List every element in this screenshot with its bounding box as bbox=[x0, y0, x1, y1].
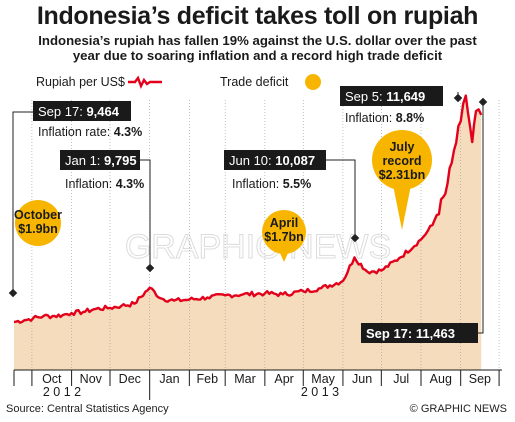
x-tick-label-jul: Jul bbox=[393, 372, 409, 386]
x-tick-label-mar: Mar bbox=[234, 372, 256, 386]
marker-jan1 bbox=[145, 263, 155, 273]
annotation-date: Sep 17: 11,463 bbox=[366, 326, 455, 341]
bubble-month: July bbox=[389, 140, 414, 154]
subtitle-line-1: Indonesia’s rupiah has fallen 19% agains… bbox=[38, 33, 477, 48]
bubble-pointer bbox=[392, 180, 412, 230]
bubble-month: April bbox=[270, 216, 298, 230]
connector-jun10 bbox=[326, 159, 356, 238]
bubble-april: April $1.7bn bbox=[262, 210, 306, 262]
annotation-sep5: Sep 5: 11,649 Inflation: 8.8% bbox=[340, 86, 443, 125]
x-tick-label-nov: Nov bbox=[80, 372, 103, 386]
x-tick-label-aug: Aug bbox=[430, 372, 452, 386]
annotation-jun10: Jun 10: 10,087 Inflation: 5.5% bbox=[224, 150, 326, 191]
bubble-october: October $1.9bn bbox=[14, 200, 62, 246]
bubble-value: $1.7bn bbox=[264, 230, 304, 244]
credit-note: © GRAPHIC NEWS bbox=[409, 403, 507, 415]
x-tick-label-feb: Feb bbox=[197, 372, 219, 386]
marker-sep17-2013 bbox=[478, 97, 488, 107]
x-tick-label-jan: Jan bbox=[159, 372, 179, 386]
year-label-2013: 2 0 1 3 bbox=[301, 385, 339, 399]
bubble-month: October bbox=[14, 208, 62, 222]
bubble-circle bbox=[372, 130, 432, 190]
marker-jun10 bbox=[350, 233, 360, 243]
legend-rupiah-swatch bbox=[128, 75, 162, 89]
bubble-value: $1.9bn bbox=[18, 222, 58, 236]
annotation-date: Sep 5: 11,649 bbox=[345, 89, 425, 104]
marker-sep5 bbox=[453, 93, 463, 103]
rupiah-line bbox=[13, 94, 483, 324]
annotation-inflation: Inflation: 8.8% bbox=[345, 111, 424, 125]
x-tick-label-sep: Sep bbox=[469, 372, 491, 386]
connector-jan1 bbox=[140, 159, 151, 268]
marker-sep17-2012 bbox=[8, 288, 18, 298]
callout-connectors bbox=[12, 92, 484, 334]
chart-subtitle: Indonesia’s rupiah has fallen 19% agains… bbox=[0, 33, 515, 63]
watermark: GRAPHIC NEWS bbox=[125, 228, 391, 266]
annotation-date: Sep 17: 9,464 bbox=[38, 104, 120, 119]
label-box bbox=[60, 150, 140, 170]
legend-deficit-label: Trade deficit bbox=[220, 75, 289, 89]
annotation-inflation: Inflation: 5.5% bbox=[232, 177, 311, 191]
annotation-sep17-2013: Sep 17: 11,463 bbox=[361, 323, 478, 343]
annotation-jan1: Jan 1: 9,795 Inflation: 4.3% bbox=[60, 150, 144, 191]
label-box bbox=[340, 86, 443, 106]
bubble-july: July record $2.31bn bbox=[372, 130, 432, 230]
x-axis-ticks: Oct Nov Dec Jan Feb Mar Apr May Jun Jul Aug Sep bbox=[13, 370, 500, 400]
x-tick-label-may: May bbox=[311, 372, 335, 386]
point-markers bbox=[8, 93, 488, 298]
connector-sep17-2013 bbox=[478, 102, 484, 334]
x-tick-label-dec: Dec bbox=[119, 372, 141, 386]
annotation-date: Jun 10: 10,087 bbox=[229, 153, 315, 168]
year-label-2012: 2 0 1 2 bbox=[43, 385, 81, 399]
legend: Rupiah per US$ Trade deficit bbox=[36, 74, 321, 90]
annotation-sep17-2012: Sep 17: 9,464 Inflation rate: 4.3% bbox=[33, 101, 142, 139]
x-tick-label-jun: Jun bbox=[352, 372, 372, 386]
label-box bbox=[224, 150, 326, 170]
legend-rupiah-label: Rupiah per US$ bbox=[36, 75, 125, 89]
bubble-month-2: record bbox=[383, 154, 422, 168]
annotation-date: Jan 1: 9,795 bbox=[65, 153, 137, 168]
x-tick-label-apr: Apr bbox=[274, 372, 293, 386]
bubble-value: $2.31bn bbox=[379, 168, 426, 182]
connector-sep17-2012 bbox=[12, 111, 33, 293]
subtitle-line-2: year due to soaring inflation and a reco… bbox=[72, 48, 443, 63]
bubble-circle bbox=[15, 200, 61, 246]
chart-title: Indonesia’s deficit takes toll on rupiah bbox=[36, 2, 479, 30]
annotation-inflation: Inflation rate: 4.3% bbox=[38, 125, 142, 139]
rupiah-area-fill bbox=[14, 95, 482, 370]
label-box bbox=[33, 101, 131, 121]
legend-deficit-swatch bbox=[305, 74, 321, 90]
source-note: Source: Central Statistics Agency bbox=[6, 403, 169, 415]
x-tick-label-oct: Oct bbox=[42, 372, 62, 386]
bubble-circle bbox=[262, 210, 306, 254]
annotation-inflation: Inflation: 4.3% bbox=[65, 177, 144, 191]
label-box bbox=[361, 323, 478, 343]
